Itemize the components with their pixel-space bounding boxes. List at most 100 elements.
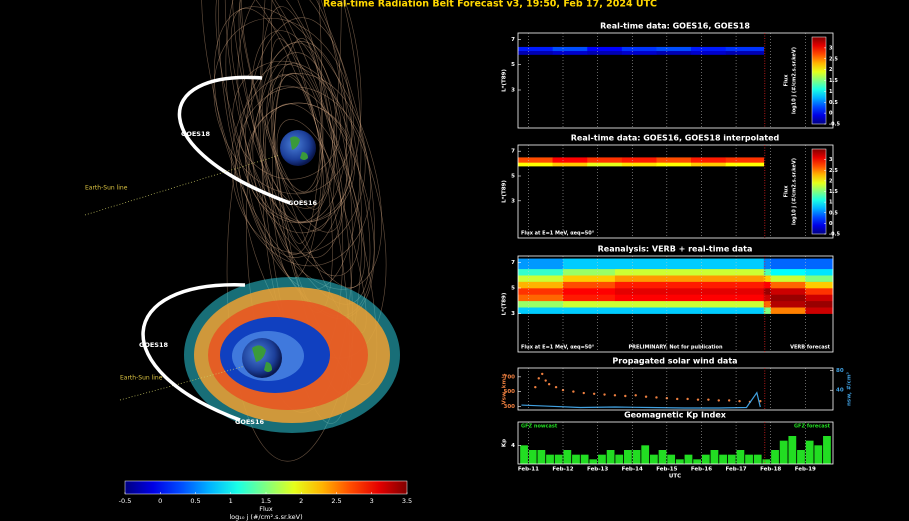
heatmap-cell [552,50,588,55]
kp-bar [606,450,615,464]
heatmap-cell [666,307,720,314]
heatmap-cell [718,300,765,308]
panel-frame [517,367,834,411]
heatmap-cell [770,288,806,295]
heatmap-cell [666,288,720,295]
colorbar-tick-label: 2.5 [829,56,838,62]
continents [290,136,308,160]
colorbar-tick-label: 3 [829,45,833,51]
heatmap-cell [552,157,588,163]
heatmap-cell [763,294,771,302]
kp-bar [598,454,606,464]
y-axis-label: Kp [502,439,508,447]
speed-point [644,395,648,398]
heatmap-cell [763,307,771,314]
heatmap-cell [666,258,720,270]
colorbar-tick-label: 0 [829,111,833,117]
field-line [232,60,342,180]
kp-bar [814,445,823,464]
kp-bar [546,454,554,464]
kp-bar [624,450,632,464]
heatmap-cell [563,300,616,308]
heatmap-cell [587,162,623,167]
colorbar-tick-label: 0.5 [829,100,838,106]
heatmap-cell [563,288,616,295]
heatmap-cell [770,275,806,282]
heatmap-cell [805,268,834,276]
colorbar-tick-label: 3.5 [402,497,412,505]
heatmap-cell [718,288,765,295]
field-line [224,0,348,258]
y2-axis-label: nsw, #/cm³ [846,371,853,406]
kp-bar [736,450,745,464]
y-tick-label: 3 [511,88,515,94]
x-tick-label: Feb-17 [726,467,747,473]
colorbar-label: Flux [784,185,790,198]
kp-bar [701,454,710,464]
speed-point [592,392,596,395]
heatmap-cell [763,281,771,289]
heatmap-cell [614,268,668,276]
kp-bar [823,436,831,464]
kp-bar [719,454,727,464]
colorbar-tick-label: 1.5 [829,78,838,84]
heatmap-cell [518,307,564,314]
speed-point [561,388,565,392]
y-tick-label: 3 [511,198,515,204]
heatmap-cell [691,157,726,163]
heatmap-cell [718,307,765,314]
heatmap-cell [805,307,834,314]
field-line [266,74,323,193]
heatmap-cell [666,268,720,276]
heatmap-cell [666,281,720,289]
heatmap-cell [614,275,668,282]
heatmap-cell [763,288,771,295]
y2-tick-label: 80 [836,368,844,374]
x-axis-label: UTC [669,474,681,480]
kp-bar [520,445,528,464]
heatmap-cell [763,300,771,308]
panel [518,157,765,167]
y-axis-label: L*(T89) [502,69,508,92]
speed-point [727,399,731,402]
field-line [213,17,354,195]
heatmap-cell [518,288,564,295]
y-tick-label: 5 [511,174,515,180]
field-line [241,0,324,210]
speed-point [634,394,637,397]
heatmap-cell [718,281,765,289]
speed-point [686,397,689,401]
colorbar [811,148,827,235]
heatmap-cell [666,300,720,308]
speed-point [537,377,540,380]
kp-bar [684,454,693,464]
annotation: PRELIMINARY. Not for publication [628,345,722,351]
heatmap-cell [666,275,720,282]
y-tick-label: 4 [511,443,515,449]
kp-bar [641,445,650,464]
heatmap-cell [718,275,765,282]
field-line [244,17,352,258]
y2-tick-label: 40 [836,388,844,394]
field-line [247,102,356,223]
panel-frame [517,255,834,353]
kp-bar [762,459,771,464]
speed-point [547,383,551,386]
panel [520,436,831,464]
panel-title: Reanalysis: VERB + real-time data [598,245,753,254]
kp-bar [779,440,788,464]
heatmap-cell [718,294,765,302]
earth-sun-line [119,361,261,401]
field-line [276,119,342,233]
heatmap-cell [518,281,564,289]
heatmap-cell [518,50,553,55]
heatmap-cell [763,258,771,270]
field-line [261,0,342,255]
heatmap-cell [805,275,834,282]
heatmap-cell [614,288,668,295]
kp-bar [710,450,719,464]
heatmap-cell [691,162,726,167]
heatmap-cell [587,157,623,163]
heatmap-cell [587,46,623,52]
colorbar-label: Flux [784,74,790,87]
